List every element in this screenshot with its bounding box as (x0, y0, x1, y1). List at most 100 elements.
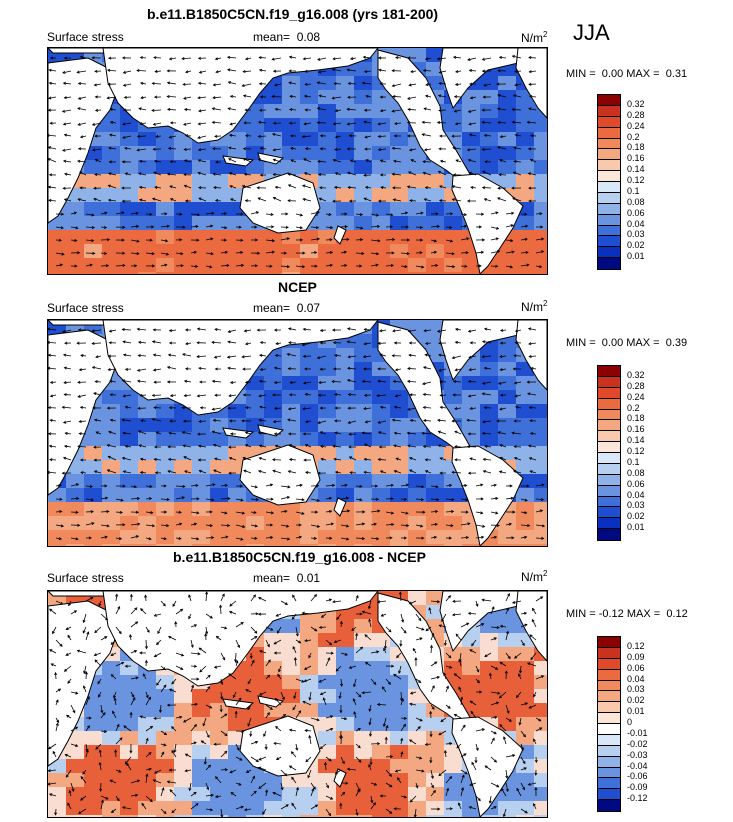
colorbar-tick-label: 0.1 (627, 456, 640, 467)
colorbar-tick-label: 0.2 (627, 131, 640, 142)
wind-arrow (483, 198, 492, 202)
field-cell (120, 801, 138, 815)
field-cell (318, 801, 336, 815)
field-cell (120, 745, 138, 759)
field-cell (534, 745, 547, 759)
wind-arrow (460, 696, 464, 706)
wind-arrow (157, 626, 162, 635)
field-cell (282, 132, 300, 146)
field-cell (174, 446, 192, 460)
field-cell (246, 432, 264, 446)
field-cell (300, 104, 318, 118)
field-cell (354, 717, 372, 731)
wind-arrow (184, 199, 192, 203)
colorbar-tick-label: 0.08 (627, 467, 645, 478)
field-cell (156, 717, 174, 731)
wind-arrow (533, 738, 537, 745)
field-cell (156, 759, 174, 773)
wind-arrow (443, 749, 447, 758)
wind-arrow (391, 146, 402, 150)
wind-arrow (259, 353, 267, 357)
wind-arrow (169, 394, 177, 398)
field-cell (318, 90, 336, 104)
wind-arrow (129, 593, 133, 602)
wind-arrow (205, 704, 213, 709)
wind-arrow (79, 135, 87, 139)
field-cell (372, 745, 390, 759)
wind-arrow (535, 524, 546, 528)
field-cell (300, 544, 318, 546)
field-cell (174, 502, 192, 516)
wind-arrow (385, 213, 394, 217)
wind-arrow (145, 212, 153, 216)
field-cell (336, 362, 354, 376)
field-cell (516, 146, 534, 160)
wind-arrow (475, 225, 483, 229)
field-cell (84, 432, 102, 446)
wind-arrow (99, 782, 103, 792)
field-cell (138, 432, 156, 446)
wind-arrow (475, 483, 484, 487)
field-cell (48, 258, 66, 272)
wind-arrow (406, 121, 417, 125)
colorbar-swatch (598, 127, 620, 139)
wind-arrow (301, 342, 312, 347)
wind-arrow (220, 652, 226, 661)
field-cell (534, 404, 547, 418)
wind-arrow (100, 795, 109, 800)
wind-arrow (80, 471, 87, 475)
field-cell (336, 160, 354, 174)
field-cell (102, 474, 120, 488)
wind-arrow (332, 57, 342, 61)
wind-arrow (124, 405, 132, 409)
wind-arrow (467, 432, 477, 436)
field-cell (516, 188, 534, 202)
wind-arrow (377, 148, 387, 152)
field-cell (516, 404, 534, 418)
wind-arrow (226, 55, 237, 59)
wind-arrow (169, 198, 177, 202)
land-outline (222, 427, 255, 439)
field-cell (318, 759, 336, 773)
panel-1-min-value: 0.00 (601, 68, 624, 80)
field-cell (84, 773, 102, 787)
wind-arrow (265, 497, 274, 501)
field-cell (354, 661, 372, 675)
wind-arrow (295, 535, 303, 539)
field-cell (354, 390, 372, 404)
wind-arrow (415, 637, 423, 641)
wind-arrow (205, 510, 213, 514)
wind-arrow (423, 419, 432, 423)
wind-arrow (115, 263, 126, 268)
wind-arrow (78, 808, 87, 814)
wind-arrow (363, 108, 372, 112)
wind-arrow (250, 238, 259, 242)
field-cell (120, 759, 138, 773)
wind-arrow (505, 607, 510, 615)
wind-arrow (205, 536, 215, 540)
wind-arrow (483, 83, 492, 87)
wind-arrow (291, 802, 297, 810)
field-cell (192, 759, 210, 773)
land-outline (102, 48, 379, 144)
wind-arrow (452, 55, 462, 59)
field-cell (444, 745, 462, 759)
wind-arrow (292, 594, 297, 602)
colorbar-swatch (598, 463, 620, 475)
wind-arrow (273, 406, 282, 411)
wind-arrow (379, 159, 387, 163)
wind-arrow (160, 239, 169, 243)
field-cell (246, 815, 264, 817)
wind-arrow (430, 782, 434, 789)
wind-arrow (115, 238, 125, 242)
wind-arrow (70, 743, 79, 748)
wind-arrow (415, 536, 425, 540)
field-cell (462, 272, 480, 274)
wind-arrow (422, 405, 432, 410)
wind-arrow (340, 225, 348, 229)
field-cell (426, 759, 444, 773)
field-cell (498, 446, 516, 460)
panel-2-units-exp: 2 (543, 299, 548, 308)
wind-arrow (430, 807, 441, 811)
wind-arrow (391, 172, 402, 176)
